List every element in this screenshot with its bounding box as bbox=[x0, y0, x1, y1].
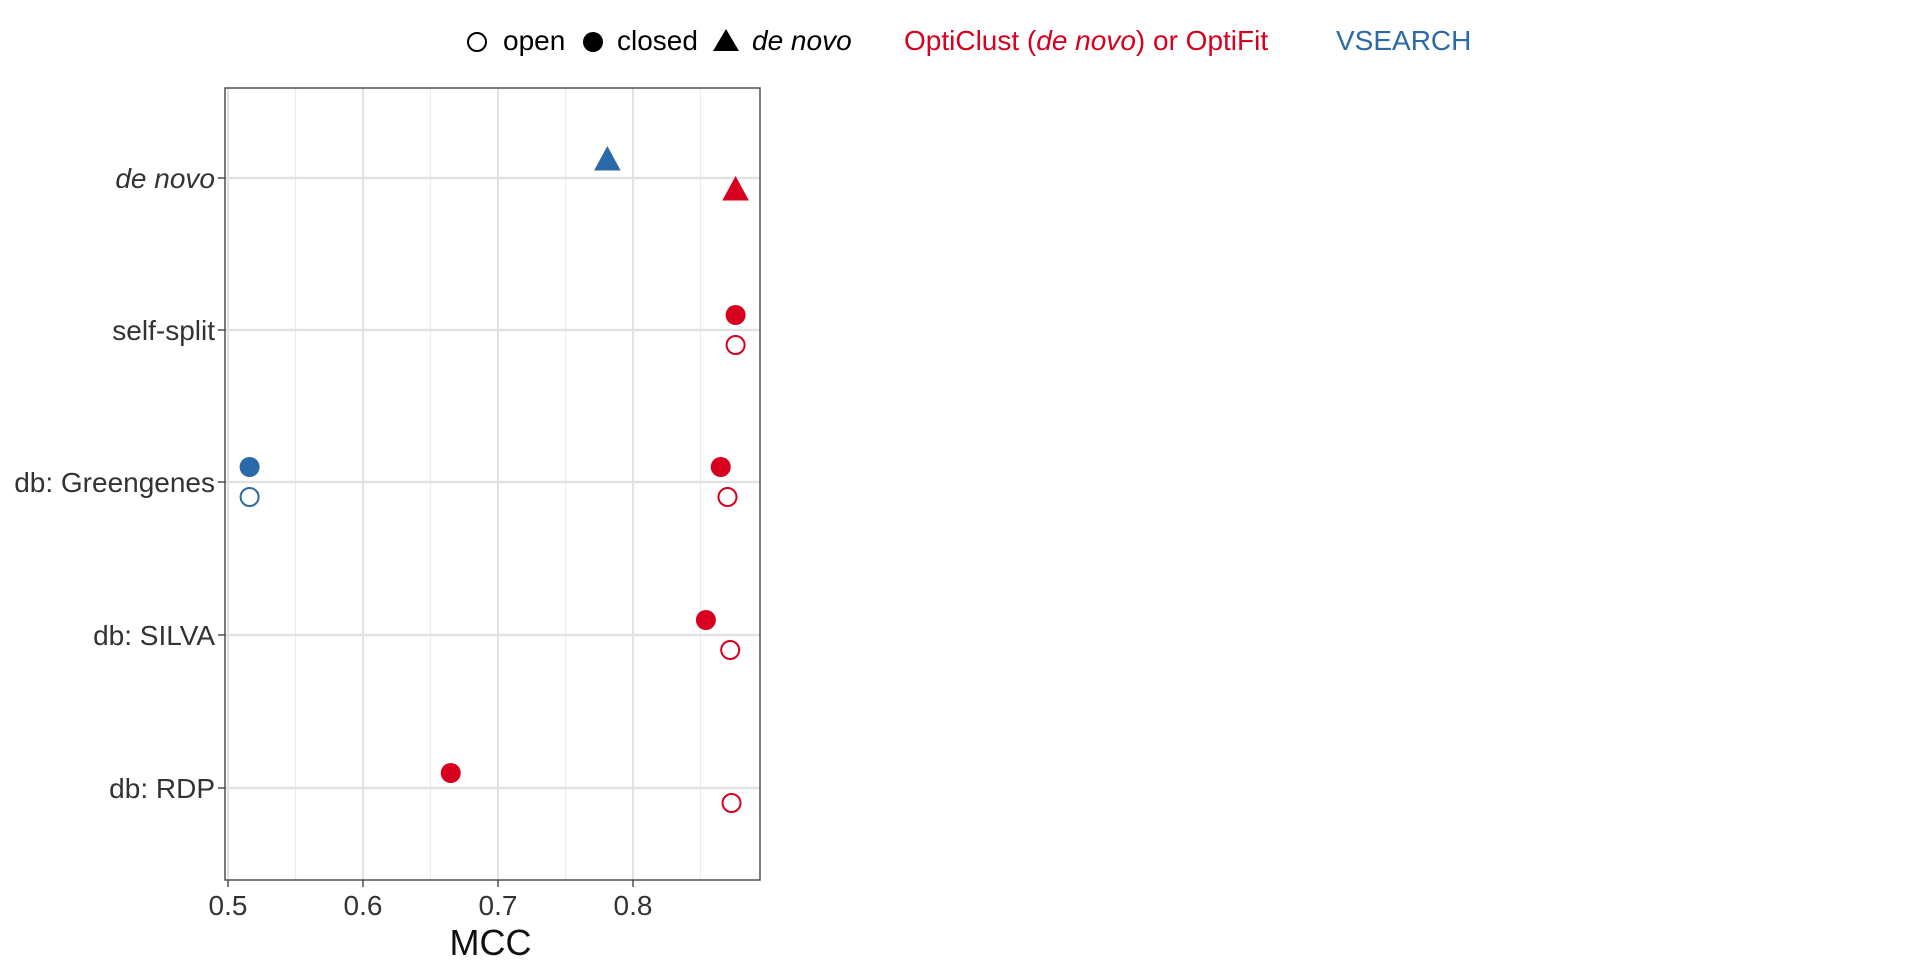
x-tick-label: 0.5 bbox=[209, 890, 248, 921]
y-tick-label: db: Greengenes bbox=[14, 467, 215, 498]
closed-point bbox=[710, 457, 731, 477]
x-tick-label: 0.8 bbox=[614, 890, 653, 921]
open-point bbox=[725, 335, 746, 355]
legend-closed-label: closed bbox=[617, 25, 698, 56]
legend-open-symbol bbox=[467, 32, 487, 52]
closed-point bbox=[440, 763, 461, 783]
open-point bbox=[721, 793, 742, 813]
legend-closed-symbol bbox=[583, 32, 603, 52]
legend-triangle-symbol bbox=[713, 29, 739, 51]
x-tick-label: 0.6 bbox=[344, 890, 383, 921]
y-tick-label: self-split bbox=[112, 315, 215, 346]
plot-border bbox=[224, 87, 761, 881]
y-tick-label: db: SILVA bbox=[93, 620, 215, 651]
closed-point bbox=[239, 457, 260, 477]
legend-vsearch-label: VSEARCH bbox=[1336, 25, 1471, 56]
x-axis-title: MCC bbox=[450, 922, 532, 960]
open-point bbox=[720, 640, 741, 660]
legend-opticlust-label: OptiClust (de novo) or OptiFit bbox=[904, 25, 1268, 56]
legend-open-label: open bbox=[503, 25, 565, 56]
x-tick-label: 0.7 bbox=[479, 890, 518, 921]
legend-denovo-label: de novo bbox=[752, 25, 852, 56]
triangle-point bbox=[594, 146, 621, 171]
open-point bbox=[239, 487, 260, 507]
plot-panel bbox=[225, 88, 760, 880]
triangle-point bbox=[722, 176, 749, 201]
closed-point bbox=[695, 610, 716, 630]
closed-point bbox=[725, 305, 746, 325]
y-tick-label: de novo bbox=[115, 163, 215, 194]
y-tick-label: db: RDP bbox=[109, 773, 215, 804]
open-point bbox=[717, 487, 738, 507]
